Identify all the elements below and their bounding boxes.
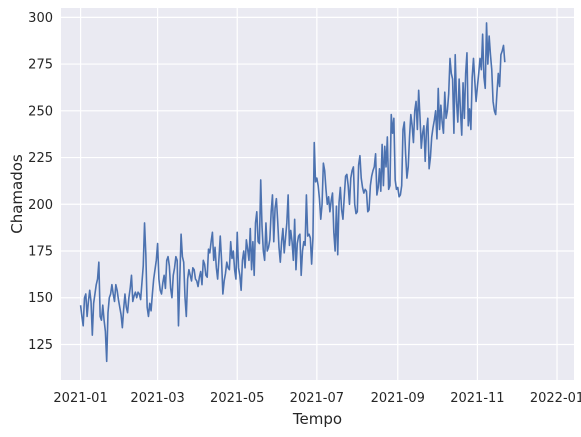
x-tick-label: 2021-09 bbox=[371, 391, 425, 406]
y-tick-label: 300 bbox=[28, 11, 53, 26]
x-tick-labels: 2021-01 2021-03 2021-05 2021-07 2021-09 2021-… bbox=[53, 391, 581, 406]
y-tick-label: 175 bbox=[28, 245, 53, 260]
y-tick-label: 125 bbox=[28, 338, 53, 353]
y-tick-labels: 125 150 175 200 225 250 275 300 bbox=[28, 11, 53, 353]
y-tick-label: 250 bbox=[28, 104, 53, 119]
series-group bbox=[79, 22, 506, 363]
x-tick-label: 2021-11 bbox=[450, 391, 504, 406]
y-tick-label: 150 bbox=[28, 291, 53, 306]
x-axis-label: Tempo bbox=[292, 410, 342, 428]
y-axis-label: Chamados bbox=[8, 154, 26, 234]
y-tick-label: 275 bbox=[28, 58, 53, 73]
y-tick-label: 200 bbox=[28, 198, 53, 213]
x-tick-label: 2021-01 bbox=[53, 391, 107, 406]
plot-background bbox=[61, 8, 574, 380]
x-tick-label: 2021-07 bbox=[290, 391, 344, 406]
y-tick-label: 225 bbox=[28, 151, 53, 166]
x-tick-label: 2021-03 bbox=[130, 391, 184, 406]
series-line bbox=[79, 22, 506, 363]
x-tick-label: 2021-05 bbox=[210, 391, 264, 406]
x-tick-label: 2022-01 bbox=[530, 391, 581, 406]
